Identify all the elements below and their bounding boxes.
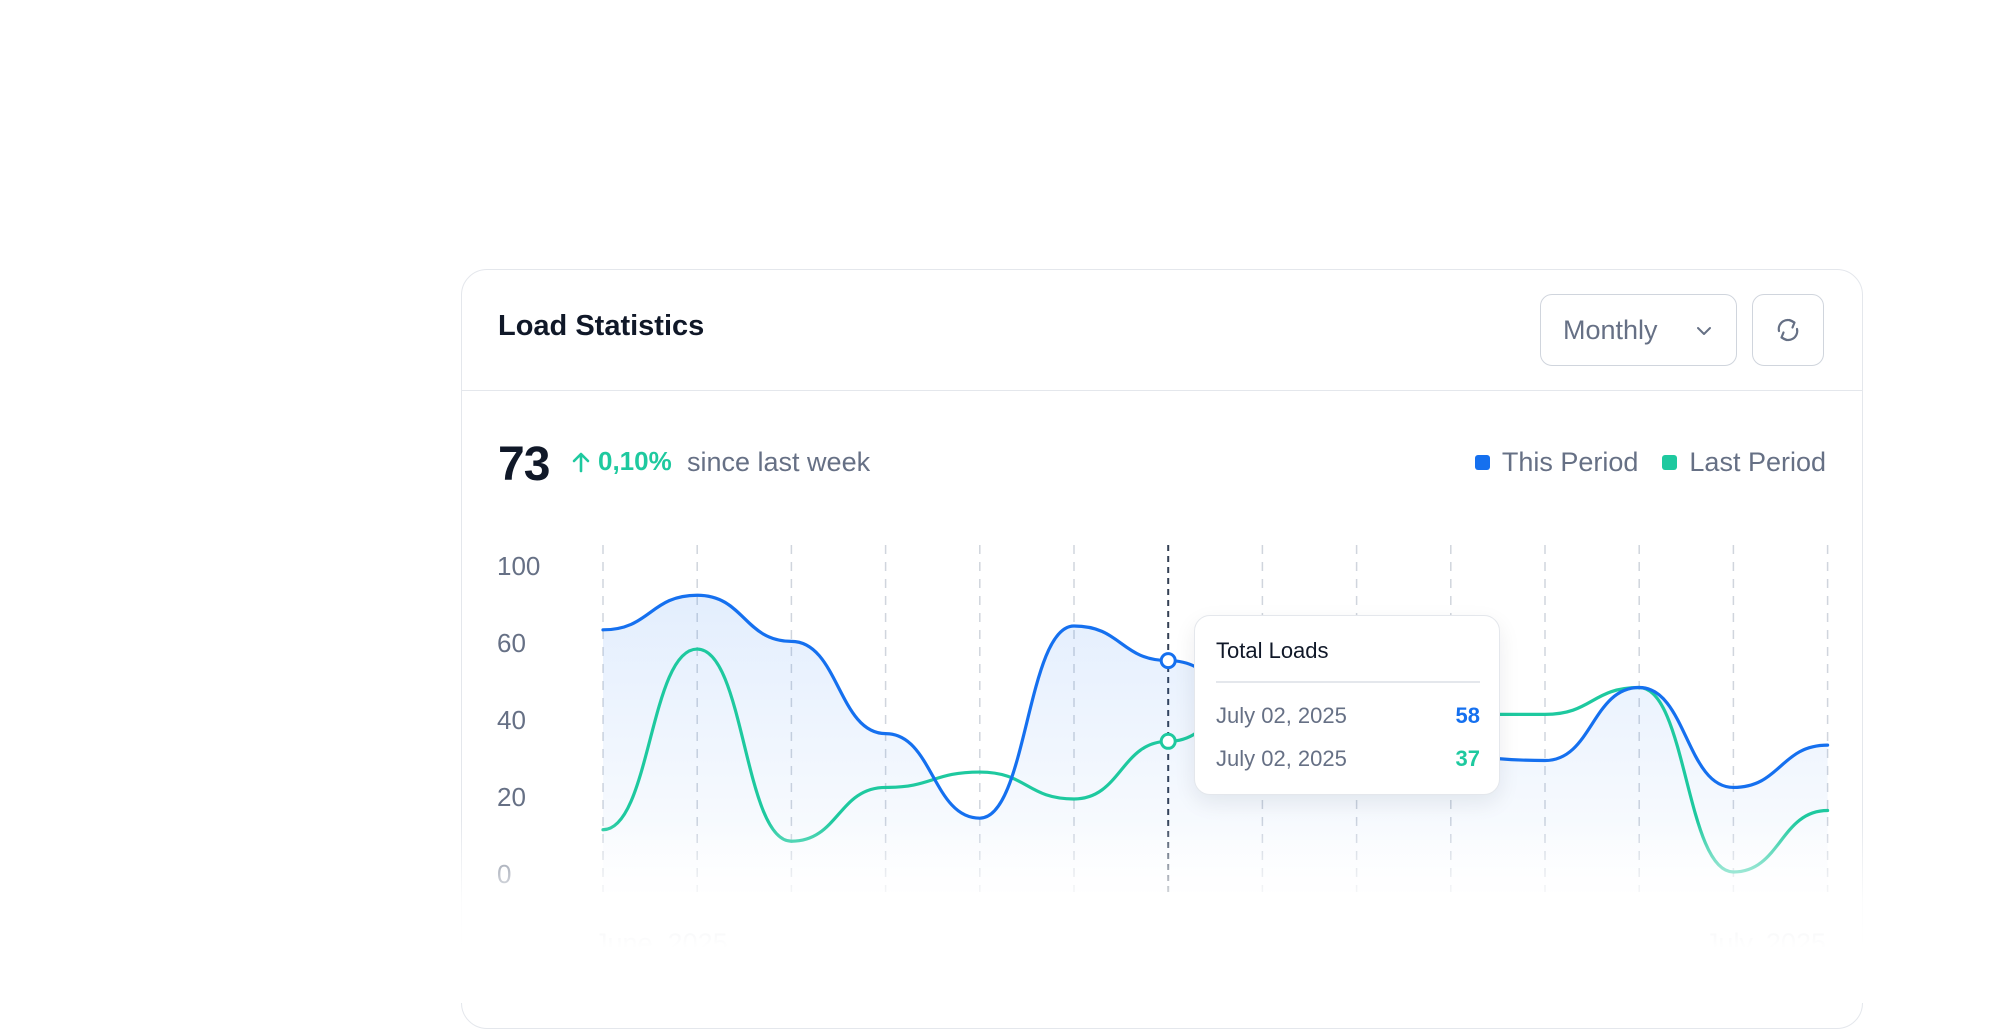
tooltip-value: 58 [1455,703,1480,728]
refresh-button[interactable] [1752,294,1824,366]
legend-label-this-period: This Period [1501,447,1639,477]
total-value: 73 [498,438,550,491]
refresh-icon [1777,318,1799,342]
tooltip-title: Total Loads [1216,638,1329,663]
tooltip-row-last-period: July 02, 2025 37 [1216,746,1480,772]
legend-item-last-period[interactable]: Last Period [1662,447,1826,478]
series-line-this-period[interactable] [601,593,1830,820]
card-header: Load Statistics Monthly [462,270,1862,391]
arrow-up-icon [572,452,590,472]
x-axis-label: June, 2025 [594,928,728,958]
period-select[interactable]: Monthly [1540,294,1737,366]
highlight-point-this-period[interactable] [1159,652,1177,670]
y-tick-label: 100 [497,551,540,581]
load-chart: 100 60 40 20 0 June, 2025 July, 2025 [497,545,1830,958]
chart-tooltip: Total Loads July 02, 2025 58 July 02, 20… [1194,615,1500,795]
y-tick-label: 0 [497,859,511,889]
period-select-value: Monthly [1563,314,1658,345]
tooltip-date: July 02, 2025 [1216,746,1347,771]
highlight-point-last-period[interactable] [1159,732,1177,750]
legend-item-this-period[interactable]: This Period [1474,447,1639,478]
change-indicator: 0,10% [570,446,672,477]
change-value: 0,10% [598,446,672,476]
chevron-down-icon [1697,327,1711,335]
y-tick-label: 40 [497,705,526,735]
tooltip-divider [1216,681,1480,683]
chart-legend: This Period Last Period [1451,447,1826,478]
card-title: Load Statistics [498,310,705,342]
y-tick-label: 60 [497,628,526,658]
y-tick-label: 20 [497,782,526,812]
change-period-text: since last week [687,447,871,477]
tooltip-row-this-period: July 02, 2025 58 [1216,703,1480,729]
tooltip-date: July 02, 2025 [1216,703,1347,728]
tooltip-value: 37 [1455,746,1480,771]
x-axis-label: July, 2025 [1705,928,1826,958]
legend-swatch-this-period [1474,455,1490,470]
legend-label-last-period: Last Period [1689,447,1826,477]
legend-swatch-last-period [1662,455,1678,470]
